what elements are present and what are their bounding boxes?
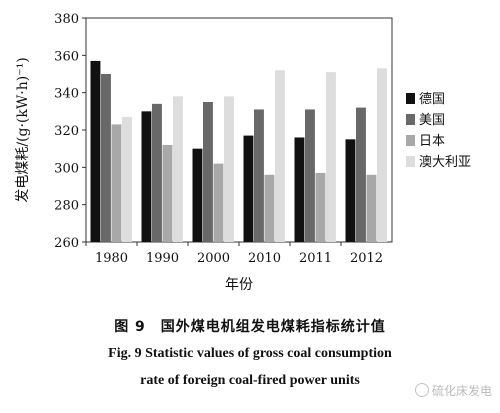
y-axis: 260 280 300 320 340 360 380 <box>54 12 86 251</box>
x-tick-label: 1980 <box>95 251 128 266</box>
legend-label: 德国 <box>419 92 445 107</box>
bar-1990-series-3 <box>173 96 183 243</box>
bar-2011-series-1 <box>305 109 315 242</box>
legend-swatch <box>406 114 415 125</box>
legend-label: 美国 <box>419 113 445 128</box>
bar-2011-series-3 <box>326 72 336 242</box>
watermark-text: 硫化床发电 <box>431 384 492 398</box>
y-tick-label: 300 <box>54 161 79 176</box>
legend-swatch <box>406 156 415 167</box>
figure-caption-chinese: 图 9 国外煤电机组发电煤耗指标统计值 <box>114 319 386 335</box>
bar-1980-series-0 <box>90 60 101 242</box>
bar-chart: 260 280 300 320 340 360 380 1980 1990 2000 2010 20… <box>15 12 471 293</box>
bar-2000-series-2 <box>213 163 224 242</box>
bar-1990-series-1 <box>152 103 162 242</box>
x-tick-label: 2011 <box>299 251 332 266</box>
figure-caption-english-line2: rate of foreign coal-fired power units <box>140 373 360 388</box>
legend-label: 澳大利亚 <box>419 154 471 170</box>
bar-2012-series-1 <box>356 107 366 242</box>
bar-2010-series-0 <box>243 135 254 242</box>
bar-1980-series-1 <box>101 74 111 242</box>
y-tick-label: 260 <box>54 236 79 251</box>
bar-2011-series-2 <box>315 172 326 242</box>
y-tick-label: 320 <box>54 124 79 139</box>
wechat-icon <box>414 383 429 397</box>
bar-2000-series-0 <box>192 148 203 242</box>
bar-1980-series-3 <box>122 116 132 242</box>
bar-1990-series-0 <box>141 111 152 242</box>
watermark: 硫化床发电 <box>414 382 492 399</box>
legend-swatch <box>406 135 415 146</box>
y-axis-label: 发电煤耗/(g·(kW·h)⁻¹) <box>15 57 31 202</box>
x-axis-label: 年份 <box>225 277 253 293</box>
bar-2012-series-2 <box>366 174 377 242</box>
x-tick-label: 1990 <box>146 251 179 266</box>
y-tick-label: 380 <box>54 12 79 27</box>
bar-1980-series-2 <box>111 124 122 242</box>
bar-2000-series-1 <box>203 102 213 242</box>
legend-swatch <box>406 93 415 104</box>
figure-caption-english-line1: Fig. 9 Statistic values of gross coal co… <box>108 346 392 361</box>
bar-2010-series-1 <box>254 109 264 242</box>
x-tick-label: 2010 <box>248 251 281 266</box>
bar-2010-series-3 <box>275 70 285 243</box>
bar-2012-series-3 <box>377 68 387 243</box>
bar-2012-series-0 <box>345 139 356 242</box>
x-tick-label: 2000 <box>197 251 230 266</box>
bar-2000-series-3 <box>224 96 234 243</box>
x-tick-label: 2012 <box>350 251 383 266</box>
bars-group <box>90 60 387 243</box>
bar-2010-series-2 <box>264 174 275 242</box>
bar-2011-series-0 <box>294 137 305 242</box>
y-tick-label: 360 <box>54 49 79 64</box>
y-tick-label: 340 <box>54 87 79 102</box>
bar-1990-series-2 <box>162 144 173 242</box>
x-axis: 1980 1990 2000 2010 2011 2012 <box>85 242 383 266</box>
y-tick-label: 280 <box>54 199 79 214</box>
legend-label: 日本 <box>419 134 445 149</box>
